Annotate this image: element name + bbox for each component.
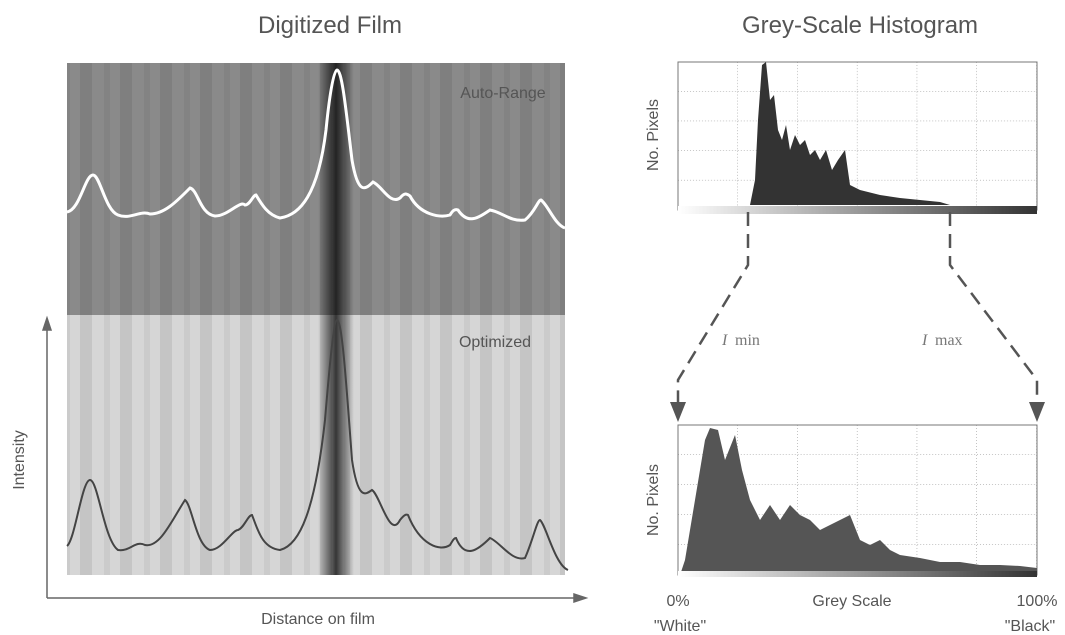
auto-range-profile bbox=[66, 68, 566, 230]
optimized-profile bbox=[66, 318, 569, 571]
i-min-symbol: I bbox=[721, 332, 728, 349]
zoom-lines bbox=[676, 212, 1039, 412]
x-start-label: 0% bbox=[666, 593, 689, 610]
film-image bbox=[67, 63, 565, 575]
bottom-y-label: No. Pixels bbox=[645, 464, 662, 536]
bottom-histogram bbox=[677, 424, 1038, 577]
x-axis-label: Grey Scale bbox=[812, 593, 891, 610]
top-y-label: No. Pixels bbox=[645, 99, 662, 171]
y-axis-label: Intensity bbox=[11, 430, 28, 490]
i-max-symbol: I bbox=[921, 332, 928, 349]
x-axis-label: Distance on film bbox=[261, 611, 375, 628]
right-title: Grey-Scale Histogram bbox=[742, 12, 978, 39]
left-title: Digitized Film bbox=[258, 12, 402, 39]
optimized-label: Optimized bbox=[459, 334, 531, 351]
black-note: "Black" bbox=[1005, 618, 1055, 635]
i-min-subscript: min bbox=[735, 332, 760, 349]
max-arrow bbox=[1029, 402, 1045, 422]
axes bbox=[41, 315, 589, 604]
top-histogram bbox=[677, 61, 1038, 214]
min-arrow bbox=[670, 402, 686, 422]
x-end-label: 100% bbox=[1017, 593, 1058, 610]
white-note: "White" bbox=[654, 618, 706, 635]
i-max-subscript: max bbox=[935, 332, 963, 349]
auto-range-label: Auto-Range bbox=[460, 85, 545, 102]
